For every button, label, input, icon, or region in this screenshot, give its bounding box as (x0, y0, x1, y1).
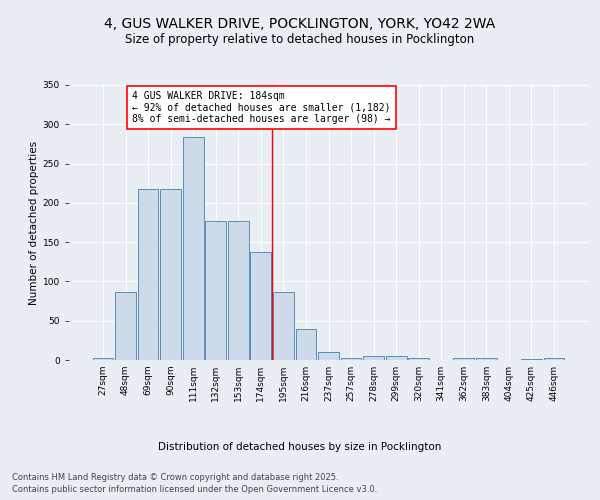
Bar (386, 356, 407, 360)
Bar (273, 292, 294, 360)
Bar (341, 358, 361, 360)
Text: Size of property relative to detached houses in Pocklington: Size of property relative to detached ho… (125, 32, 475, 46)
Bar (409, 358, 429, 360)
Bar (544, 358, 565, 360)
Y-axis label: Number of detached properties: Number of detached properties (29, 140, 38, 304)
Bar (205, 221, 226, 360)
Bar (115, 292, 136, 360)
Text: Contains HM Land Registry data © Crown copyright and database right 2025.: Contains HM Land Registry data © Crown c… (12, 472, 338, 482)
Text: 4 GUS WALKER DRIVE: 184sqm
← 92% of detached houses are smaller (1,182)
8% of se: 4 GUS WALKER DRIVE: 184sqm ← 92% of deta… (132, 92, 391, 124)
Bar (454, 358, 474, 360)
Bar (521, 359, 542, 360)
Bar (476, 358, 497, 360)
Bar (363, 356, 384, 360)
Text: 4, GUS WALKER DRIVE, POCKLINGTON, YORK, YO42 2WA: 4, GUS WALKER DRIVE, POCKLINGTON, YORK, … (104, 18, 496, 32)
Bar (160, 190, 181, 360)
Bar (92, 358, 113, 360)
Bar (250, 252, 271, 360)
Text: Contains public sector information licensed under the Open Government Licence v3: Contains public sector information licen… (12, 485, 377, 494)
Bar (137, 190, 158, 360)
Text: Distribution of detached houses by size in Pocklington: Distribution of detached houses by size … (158, 442, 442, 452)
Bar (183, 137, 203, 360)
Bar (228, 221, 248, 360)
Bar (296, 328, 316, 360)
Bar (318, 352, 339, 360)
